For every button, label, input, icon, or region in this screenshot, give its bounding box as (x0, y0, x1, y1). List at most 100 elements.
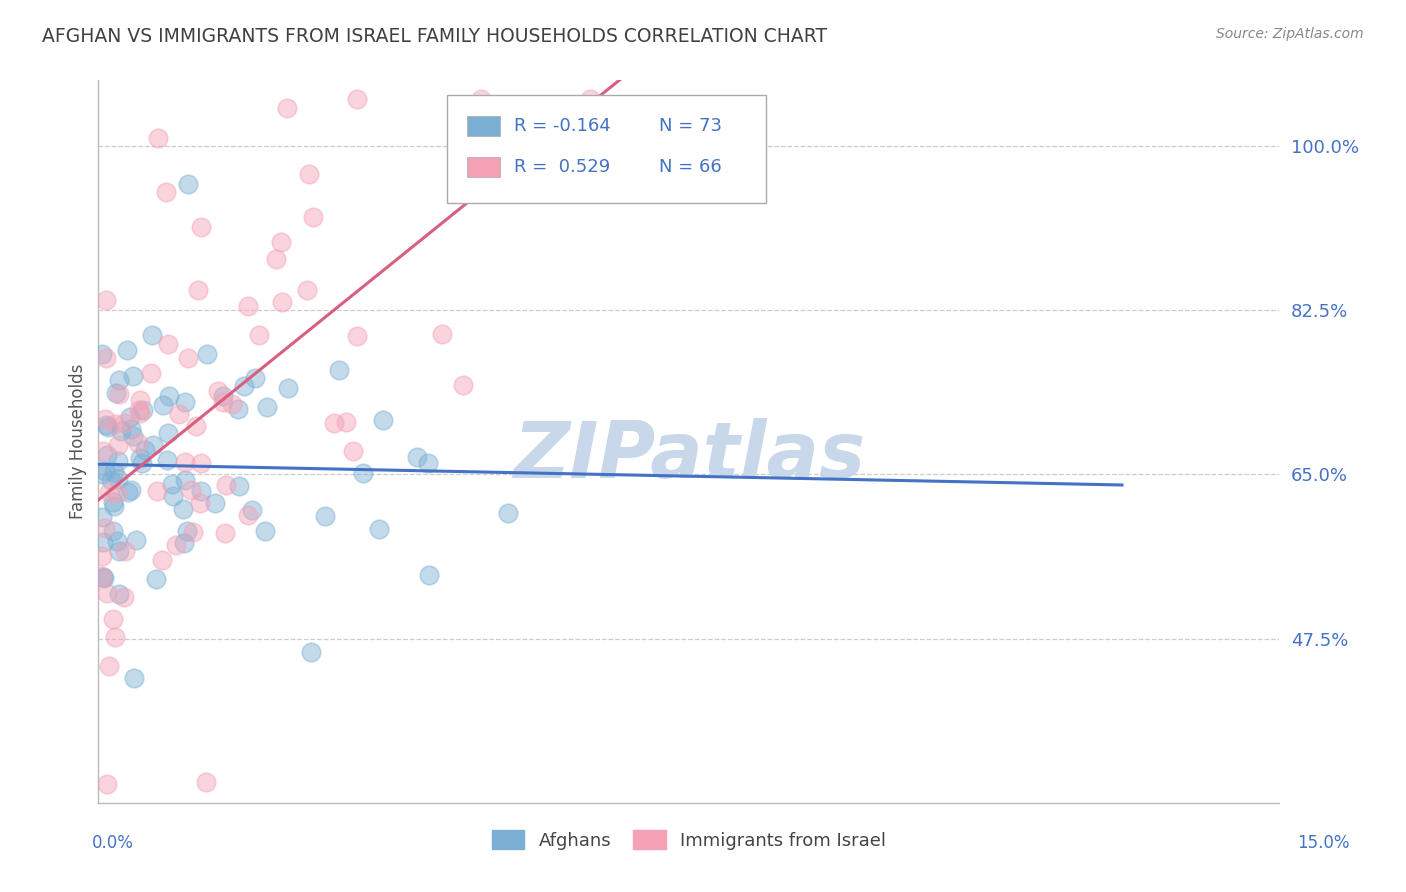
Point (207, 384, 229, 398)
Point (190, 456, 212, 470)
Point (368, 522, 391, 536)
Point (108, 373, 131, 387)
Point (94, 411, 117, 425)
Text: 0.0%: 0.0% (91, 834, 134, 852)
Point (91, 510, 114, 524)
Point (121, 368, 143, 383)
Point (132, 403, 155, 417)
Point (101, 524, 124, 538)
Point (91, 467, 114, 481)
Point (97, 420, 120, 434)
Point (180, 483, 202, 497)
Point (91, 549, 114, 563)
Point (195, 346, 218, 360)
Point (177, 177, 200, 191)
Point (243, 371, 266, 385)
Point (129, 450, 152, 465)
Point (157, 389, 180, 403)
Point (117, 485, 139, 500)
Point (139, 366, 162, 380)
Text: ZIPatlas: ZIPatlas (513, 418, 865, 494)
Point (94, 464, 117, 478)
Point (155, 186, 177, 200)
Point (496, 506, 519, 520)
Point (254, 524, 277, 539)
Point (188, 496, 211, 510)
FancyBboxPatch shape (447, 95, 766, 203)
Point (121, 428, 143, 442)
Point (114, 544, 136, 558)
Point (103, 612, 125, 626)
Point (190, 220, 212, 235)
Legend: Afghans, Immigrants from Israel: Afghans, Immigrants from Israel (486, 825, 891, 855)
Point (91, 569, 114, 583)
Point (221, 396, 243, 410)
Point (174, 473, 197, 487)
Point (146, 131, 169, 145)
Point (96, 293, 118, 307)
Point (353, 466, 375, 480)
FancyBboxPatch shape (467, 157, 501, 178)
Text: R =  0.529: R = 0.529 (515, 158, 610, 176)
Point (371, 412, 394, 426)
Point (118, 409, 141, 424)
Point (115, 343, 138, 357)
Text: AFGHAN VS IMMIGRANTS FROM ISRAEL FAMILY HOUSEHOLDS CORRELATION CHART: AFGHAN VS IMMIGRANTS FROM ISRAEL FAMILY … (42, 27, 827, 45)
Point (232, 379, 254, 393)
Point (173, 536, 195, 550)
Point (418, 568, 440, 582)
Point (103, 500, 125, 514)
Point (204, 496, 226, 510)
Point (105, 385, 128, 400)
Point (93, 521, 115, 535)
Point (162, 489, 184, 503)
Point (110, 424, 132, 438)
Point (418, 456, 440, 470)
Point (314, 508, 336, 523)
Point (101, 495, 124, 509)
Point (145, 572, 167, 586)
Text: R = -0.164: R = -0.164 (515, 117, 610, 135)
Point (146, 483, 169, 498)
Point (120, 483, 142, 497)
Point (156, 426, 179, 441)
Point (107, 472, 129, 486)
Point (299, 644, 322, 658)
Point (131, 456, 153, 470)
Point (176, 524, 198, 538)
Point (108, 387, 131, 401)
FancyBboxPatch shape (467, 116, 501, 136)
Point (173, 394, 195, 409)
Point (228, 479, 250, 493)
Point (124, 533, 146, 548)
Point (93, 572, 115, 586)
Point (264, 252, 287, 267)
Point (470, 92, 492, 106)
Text: Source: ZipAtlas.com: Source: ZipAtlas.com (1216, 27, 1364, 41)
Point (156, 453, 179, 467)
Point (172, 502, 194, 516)
Point (105, 534, 128, 549)
Point (128, 402, 150, 417)
Point (127, 436, 149, 450)
Y-axis label: Family Households: Family Households (69, 364, 87, 519)
Point (578, 92, 600, 106)
Point (342, 444, 364, 458)
Point (214, 478, 236, 492)
Point (297, 283, 319, 297)
Point (226, 401, 249, 416)
Point (108, 587, 131, 601)
Point (96, 586, 118, 600)
Point (212, 395, 235, 409)
Point (451, 378, 474, 392)
Point (91, 570, 114, 584)
Point (335, 416, 357, 430)
Point (236, 299, 259, 313)
Point (129, 406, 152, 420)
Point (134, 443, 156, 458)
Point (162, 477, 184, 491)
Point (112, 416, 135, 430)
Point (323, 416, 346, 430)
Point (298, 167, 321, 181)
Point (97, 484, 120, 499)
